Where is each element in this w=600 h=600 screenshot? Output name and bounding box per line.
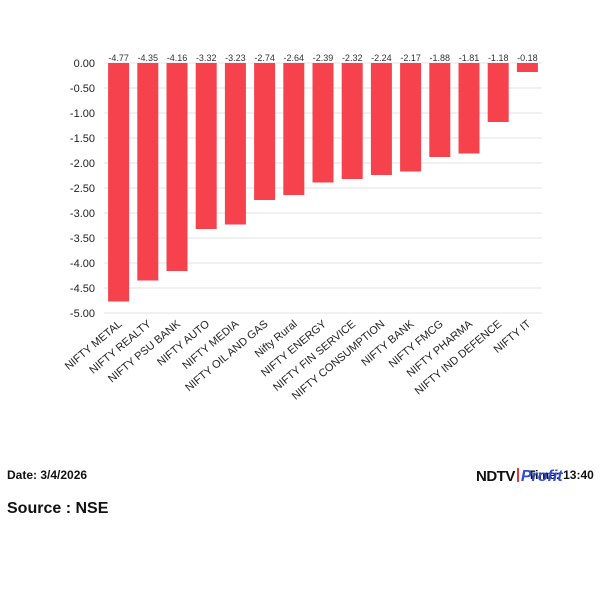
bar <box>429 63 451 157</box>
bar <box>108 63 130 302</box>
bar <box>516 63 538 72</box>
source-label: Source : NSE <box>7 500 109 517</box>
data-label: -4.77 <box>108 53 129 63</box>
y-tick-label: -2.00 <box>70 158 95 170</box>
data-label: -0.18 <box>517 53 538 63</box>
logo-divider <box>516 468 519 482</box>
bar <box>195 63 217 229</box>
y-tick-label: 0.00 <box>74 58 95 70</box>
data-label: -1.81 <box>459 53 480 63</box>
bar <box>312 63 334 183</box>
y-tick-label: -4.50 <box>70 283 95 295</box>
y-tick-label: -1.00 <box>70 108 95 120</box>
data-label: -2.39 <box>313 53 334 63</box>
bars <box>108 63 538 302</box>
logo-ndtv-text: NDTV <box>476 468 515 485</box>
data-label: -2.74 <box>254 53 275 63</box>
y-axis-ticks: 0.00 -0.50 -1.00 -1.50 -2.00 -2.50 -3.00 -3.50 -… <box>70 58 95 320</box>
bar <box>224 63 246 225</box>
bar <box>487 63 509 122</box>
bar <box>400 63 422 172</box>
data-label: -2.24 <box>371 53 392 63</box>
logo-profit-text: Profit <box>520 468 563 485</box>
data-label: -4.16 <box>167 53 188 63</box>
data-label: -3.32 <box>196 53 217 63</box>
data-label: -1.88 <box>430 53 451 63</box>
data-label: -4.35 <box>138 53 159 63</box>
bar <box>283 63 305 195</box>
bar <box>341 63 363 179</box>
data-label: -2.64 <box>284 53 305 63</box>
y-tick-label: -0.50 <box>70 83 95 95</box>
data-label: -2.32 <box>342 53 363 63</box>
y-tick-label: -1.50 <box>70 133 95 145</box>
y-tick-label: -3.50 <box>70 233 95 245</box>
time-label: Time: 13:40 <box>528 468 594 482</box>
data-label: -1.18 <box>488 53 509 63</box>
bar <box>166 63 188 271</box>
y-tick-label: -4.00 <box>70 258 95 270</box>
data-labels: -4.77 -4.35 -4.16 -3.32 -3.23 -2.74 -2.64 -2.39… <box>108 53 537 63</box>
data-label: -2.17 <box>400 53 421 63</box>
date-label: Date: 3/4/2026 <box>7 468 88 482</box>
y-tick-label: -3.00 <box>70 208 95 220</box>
y-tick-label: -2.50 <box>70 183 95 195</box>
bar <box>254 63 276 200</box>
bar <box>137 63 159 281</box>
bar <box>458 63 480 154</box>
data-label: -3.23 <box>225 53 246 63</box>
y-tick-label: -5.00 <box>70 308 95 320</box>
bar <box>370 63 392 175</box>
ndtv-profit-logo: NDTV Profit <box>476 468 563 490</box>
